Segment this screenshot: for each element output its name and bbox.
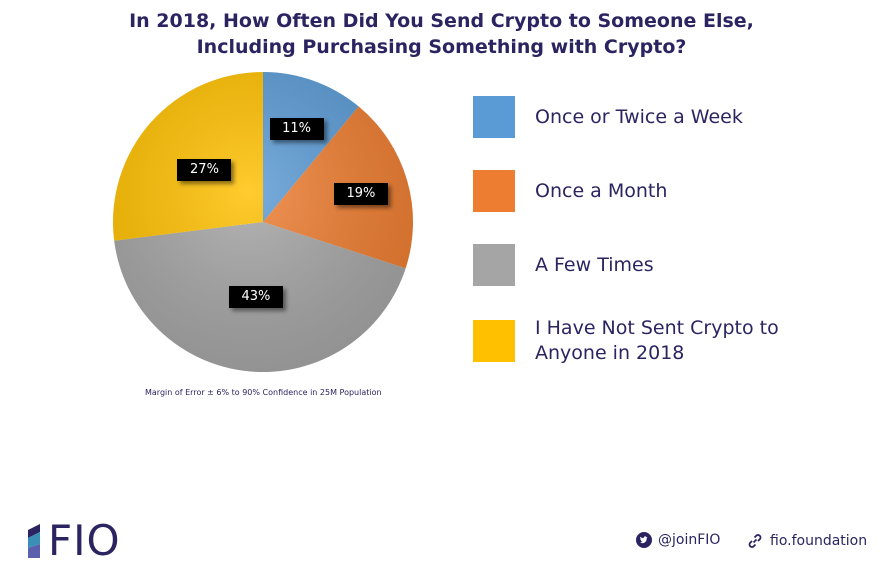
legend-swatch <box>473 170 515 212</box>
twitter-handle[interactable]: @joinFIO <box>636 532 720 548</box>
legend-label: A Few Times <box>535 253 654 276</box>
title-line-2: Including Purchasing Something with Cryp… <box>196 36 687 58</box>
legend-item-not-sent: I Have Not Sent Crypto to Anyone in 2018 <box>473 316 795 366</box>
data-label: 11% <box>269 117 324 140</box>
title-line-1: In 2018, How Often Did You Send Crypto t… <box>129 10 754 32</box>
data-label: 19% <box>333 182 388 205</box>
fio-logo: FIO <box>26 520 121 562</box>
website-link[interactable]: fio.foundation <box>746 532 867 550</box>
legend-label: Once a Month <box>535 179 668 202</box>
legend-label: Once or Twice a Week <box>535 105 743 128</box>
legend-swatch <box>473 244 515 286</box>
twitter-handle-text: @joinFIO <box>658 532 721 548</box>
legend-item-a-few-times: A Few Times <box>473 244 815 286</box>
legend-item-once-or-twice-a-week: Once or Twice a Week <box>473 96 815 138</box>
legend-swatch <box>473 96 515 138</box>
legend-swatch <box>473 320 515 362</box>
twitter-icon <box>636 532 652 548</box>
pie-slice-i-have-not-sent-crypto-to-anyone-in-2018 <box>112 72 263 241</box>
data-label: 27% <box>177 159 232 182</box>
fio-logo-mark-icon <box>28 524 40 558</box>
website-text: fio.foundation <box>770 533 868 549</box>
link-icon <box>748 534 762 548</box>
legend-item-once-a-month: Once a Month <box>473 170 815 212</box>
margin-of-error-note: Margin of Error ± 6% to 90% Confidence i… <box>145 388 382 397</box>
logo-text: FIO <box>48 516 121 565</box>
legend-label: I Have Not Sent Crypto to Anyone in 2018 <box>535 317 779 364</box>
data-label: 43% <box>228 285 283 308</box>
chart-title: In 2018, How Often Did You Send Crypto t… <box>0 8 883 60</box>
